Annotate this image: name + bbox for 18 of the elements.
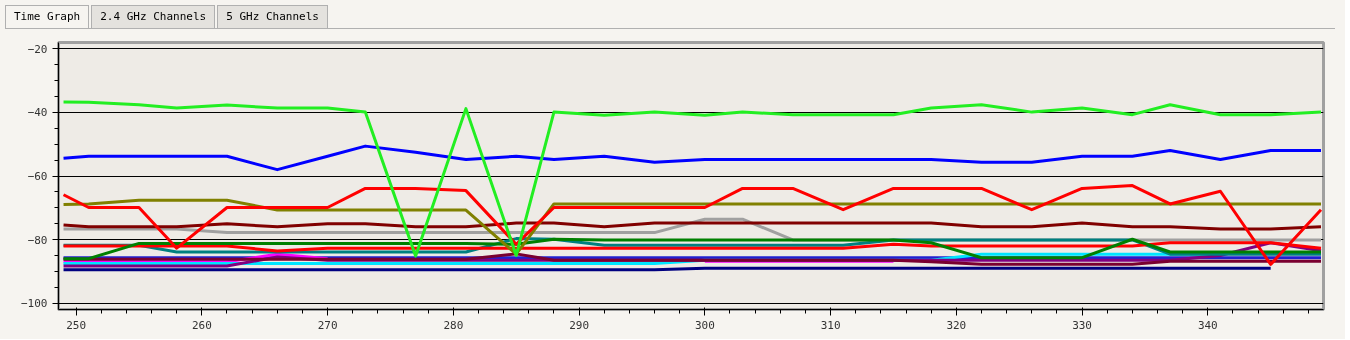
x-tick-label: 300 <box>694 318 715 332</box>
text: 2.4 GHz Channels <box>91 5 216 28</box>
y-tick-label: −80 <box>27 233 48 247</box>
x-tick-label: 260 <box>191 318 212 332</box>
y-tick-label: −20 <box>27 42 48 56</box>
x-tick-label: 290 <box>569 318 590 332</box>
x-tick-label: 320 <box>946 318 967 332</box>
x-tick-label: 270 <box>317 318 338 332</box>
text: 5 GHz Channels <box>217 5 328 28</box>
y-tick-label: −60 <box>27 170 48 183</box>
y-tick-label: −40 <box>27 106 48 120</box>
x-tick-label: 340 <box>1197 318 1218 332</box>
x-tick-label: 330 <box>1072 318 1093 332</box>
y-tick-label: −100 <box>21 297 48 311</box>
x-tick-label: 250 <box>66 318 87 332</box>
x-tick-label: 280 <box>443 318 464 332</box>
text: Time Graph <box>5 5 90 28</box>
x-tick-label: 310 <box>820 318 841 332</box>
